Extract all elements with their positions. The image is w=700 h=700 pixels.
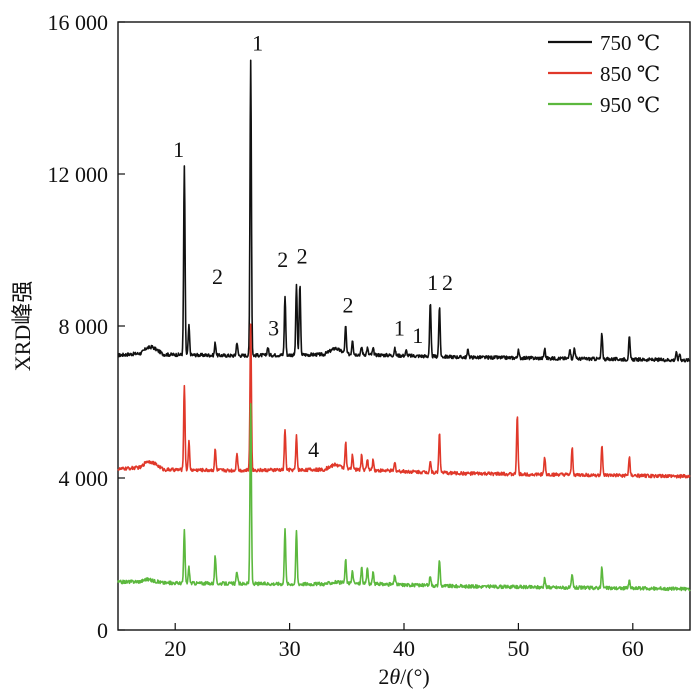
- peak-annotation: 4: [308, 437, 319, 462]
- y-tick-label: 12 000: [48, 162, 109, 187]
- y-axis-label: XRD峰强: [10, 281, 35, 371]
- x-tick-label: 50: [507, 636, 529, 661]
- x-tick-label: 20: [164, 636, 186, 661]
- series-line: [117, 402, 691, 592]
- y-tick-label: 16 000: [48, 10, 109, 35]
- series-line: [117, 323, 691, 479]
- peak-annotation: 1: [173, 137, 184, 162]
- peak-annotation: 3: [268, 316, 279, 341]
- peak-annotation: 2: [297, 243, 308, 268]
- peak-annotation: 1: [427, 270, 438, 295]
- series-line: [117, 59, 691, 363]
- peak-annotation: 1: [252, 31, 263, 56]
- x-axis-label: 2θ/(°): [378, 664, 429, 689]
- y-tick-label: 0: [97, 618, 108, 643]
- peak-annotation: 1: [394, 316, 405, 341]
- x-tick-label: 40: [393, 636, 415, 661]
- peak-annotation: 1: [412, 323, 423, 348]
- series-lines: [117, 59, 691, 592]
- x-tick-label: 30: [279, 636, 301, 661]
- x-tick-label: 60: [622, 636, 644, 661]
- legend-label: 950 ℃: [600, 93, 660, 117]
- peak-annotation: 2: [442, 270, 453, 295]
- legend-label: 850 ℃: [600, 62, 660, 86]
- y-ticks: 0 4 000 8 000 12 000 16 000: [48, 10, 125, 643]
- legend-label: 750 ℃: [600, 31, 660, 55]
- peak-annotation: 2: [212, 264, 223, 289]
- peak-annotation: 2: [342, 293, 353, 318]
- peak-annotation: 2: [277, 247, 288, 272]
- y-tick-label: 8 000: [59, 314, 109, 339]
- x-ticks: 20 30 40 50 60: [164, 623, 644, 661]
- legend: 750 ℃ 850 ℃ 950 ℃: [548, 31, 660, 117]
- y-tick-label: 4 000: [59, 466, 109, 491]
